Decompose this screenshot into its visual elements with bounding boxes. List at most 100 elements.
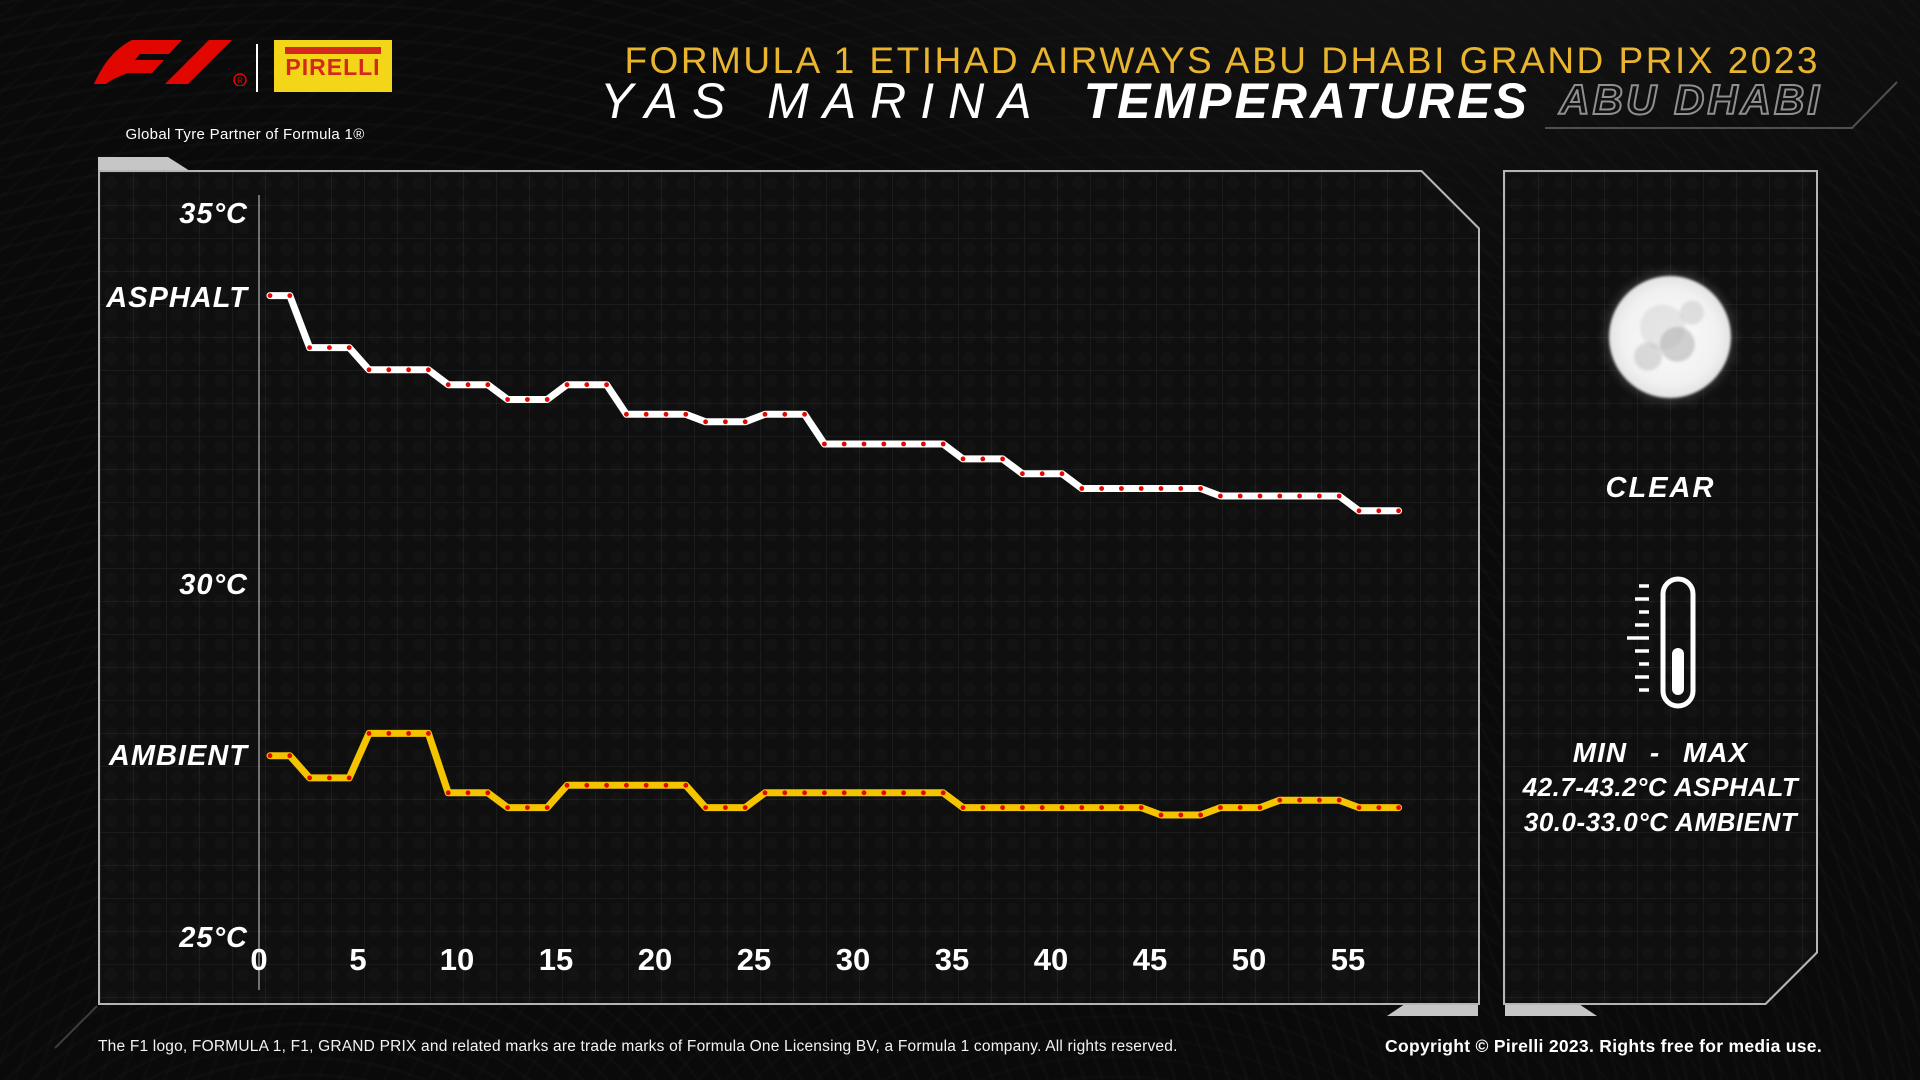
data-point-asphalt [1060, 471, 1065, 476]
x-tick-label-30: 30 [835, 942, 871, 977]
data-point-asphalt [763, 412, 768, 417]
chart-panel: 35°C ASPHALT 30°C AMBIENT 25°C 0 5 10 15 20 2… [98, 170, 1480, 1005]
data-point-ambient [862, 790, 867, 795]
data-point-asphalt [782, 412, 787, 417]
data-point-ambient [1139, 805, 1144, 810]
panel-tab-bottom-right [1387, 1005, 1478, 1016]
data-point-ambient [505, 805, 510, 810]
data-point-ambient [327, 776, 332, 781]
x-axis-ticks: 0 5 10 15 20 25 30 35 40 45 50 55 [100, 172, 1478, 1003]
data-point-asphalt [1277, 494, 1282, 499]
data-point-asphalt [1159, 486, 1164, 491]
pirelli-logo-icon: PIRELLI [274, 40, 392, 92]
data-point-ambient [367, 731, 372, 736]
x-tick-label-35: 35 [934, 942, 970, 977]
data-point-asphalt [1020, 471, 1025, 476]
data-point-asphalt [980, 457, 985, 462]
data-point-asphalt [505, 397, 510, 402]
data-point-asphalt [1119, 486, 1124, 491]
pirelli-logo-bar [285, 47, 381, 54]
data-point-ambient [1020, 805, 1025, 810]
data-point-ambient [565, 783, 570, 788]
data-point-asphalt [406, 367, 411, 372]
data-point-ambient [1376, 805, 1381, 810]
data-point-ambient [406, 731, 411, 736]
data-point-asphalt [604, 382, 609, 387]
data-point-asphalt [466, 382, 471, 387]
data-point-asphalt [584, 382, 589, 387]
data-point-ambient [1000, 805, 1005, 810]
data-point-asphalt [664, 412, 669, 417]
data-point-asphalt [1198, 486, 1203, 491]
data-point-ambient [1119, 805, 1124, 810]
data-point-asphalt [307, 345, 312, 350]
weather-condition-label: CLEAR [1605, 472, 1716, 504]
data-point-ambient [386, 731, 391, 736]
data-point-asphalt [1139, 486, 1144, 491]
data-point-ambient [822, 790, 827, 795]
data-point-ambient [1040, 805, 1045, 810]
asphalt-range: 42.7-43.2°C ASPHALT [1522, 772, 1799, 802]
series-label-asphalt: ASPHALT [106, 282, 248, 314]
pirelli-logo-wordmark: PIRELLI [285, 54, 381, 80]
y-axis-label-25: 25°C [179, 922, 248, 954]
data-point-asphalt [545, 397, 550, 402]
location-watermark: ABU DHABI [1558, 75, 1822, 124]
data-point-asphalt [703, 419, 708, 424]
data-point-ambient [525, 805, 530, 810]
data-point-ambient [644, 783, 649, 788]
panel-tab-top-left [98, 157, 190, 171]
weather-panel-area: CLEAR MIN - MAX 42.7-43.2°C [1505, 172, 1816, 1003]
y-axis-label-35: 35°C [179, 198, 248, 230]
data-point-ambient [1317, 798, 1322, 803]
svg-text:R: R [237, 77, 243, 86]
data-point-ambient [485, 790, 490, 795]
data-point-asphalt [1337, 494, 1342, 499]
data-point-ambient [347, 776, 352, 781]
side-panel-tab-bottom-left [1505, 1005, 1597, 1016]
data-point-asphalt [565, 382, 570, 387]
data-point-ambient [802, 790, 807, 795]
data-point-asphalt [862, 442, 867, 447]
data-point-ambient [1178, 813, 1183, 818]
data-point-ambient [1159, 813, 1164, 818]
thermometer-icon [1617, 576, 1701, 712]
data-point-ambient [1357, 805, 1362, 810]
data-point-ambient [1198, 813, 1203, 818]
x-tick-label-40: 40 [1033, 942, 1069, 977]
data-point-ambient [1099, 805, 1104, 810]
data-point-ambient [941, 790, 946, 795]
data-point-ambient [604, 783, 609, 788]
partner-tagline: Global Tyre Partner of Formula 1® [125, 126, 365, 143]
logo-divider [256, 44, 258, 92]
data-point-asphalt [367, 367, 372, 372]
data-point-asphalt [287, 293, 292, 298]
data-point-asphalt [426, 367, 431, 372]
series-label-ambient: AMBIENT [108, 740, 248, 772]
f1-logo-icon: R [92, 38, 248, 91]
data-point-ambient [1079, 805, 1084, 810]
temperature-line-chart [100, 172, 1478, 1003]
data-point-asphalt [1317, 494, 1322, 499]
line-ambient [270, 733, 1399, 815]
x-tick-label-50: 50 [1231, 942, 1267, 977]
data-point-asphalt [1297, 494, 1302, 499]
x-tick-label-25: 25 [736, 942, 772, 977]
x-tick-label-20: 20 [637, 942, 673, 977]
data-point-ambient [426, 731, 431, 736]
data-point-ambient [763, 790, 768, 795]
data-point-asphalt [683, 412, 688, 417]
x-tick-label-45: 45 [1132, 942, 1168, 977]
y-axis-label-30: 30°C [179, 569, 248, 601]
data-point-asphalt [624, 412, 629, 417]
data-point-asphalt [881, 442, 886, 447]
data-point-asphalt [446, 382, 451, 387]
data-point-asphalt [386, 367, 391, 372]
data-point-ambient [842, 790, 847, 795]
data-point-ambient [1258, 805, 1263, 810]
data-point-ambient [703, 805, 708, 810]
data-point-ambient [268, 753, 273, 758]
line-asphalt [270, 296, 1399, 511]
data-point-asphalt [941, 442, 946, 447]
